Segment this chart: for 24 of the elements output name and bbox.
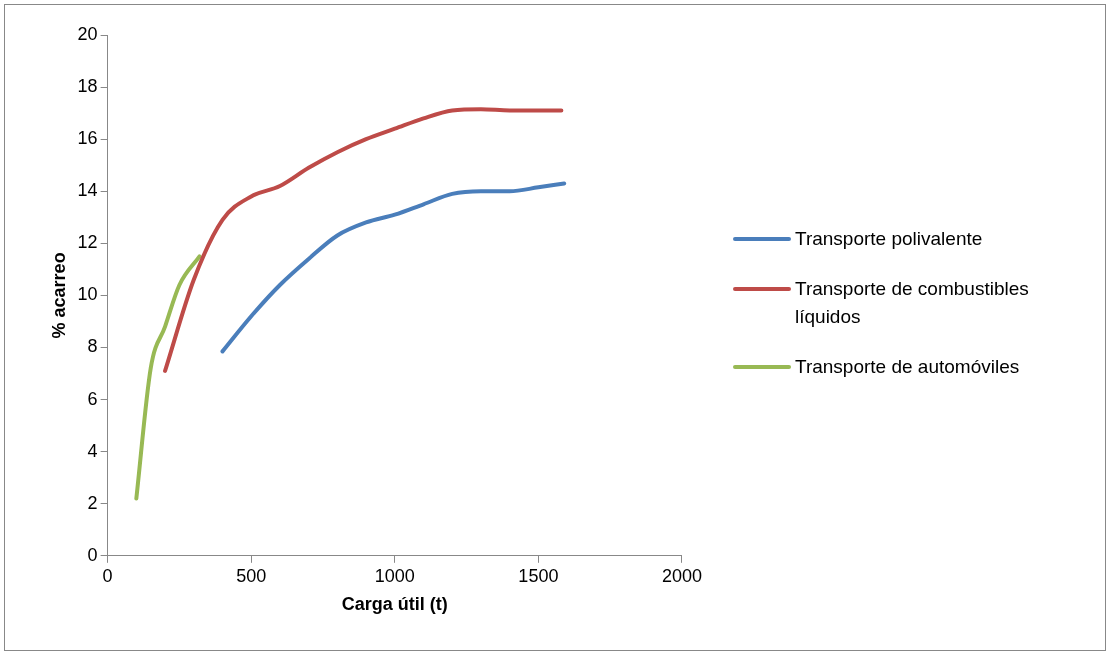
x-tick-label: 0 [102,565,113,586]
y-tick-label: 14 [77,180,98,201]
line-series [163,107,564,373]
x-tick-label: 1000 [374,565,415,586]
legend-label: Transporte de combustibles líquidos [795,277,1030,329]
x-tick-label: 500 [236,565,267,586]
y-tick-label: 16 [77,128,98,149]
line-series [134,254,202,501]
y-axis-title: % acarreo [48,252,69,339]
y-tick-label: 12 [77,232,98,253]
x-tick-label: 2000 [661,565,702,586]
line-series [220,181,567,354]
y-tick-label: 18 [77,76,98,97]
legend-label: Transporte polivalente [795,227,984,251]
x-tick-label: 1500 [518,565,559,586]
y-tick-label: 8 [87,336,98,357]
y-tick-label: 2 [87,492,98,513]
x-axis-title: Carga útil (t) [341,594,448,615]
y-tick-label: 0 [87,544,98,565]
y-tick-label: 4 [87,440,98,461]
y-tick-label: 10 [77,284,98,305]
legend-label: Transporte de automóviles [795,355,1021,379]
y-tick-label: 6 [87,388,98,409]
y-tick-label: 20 [77,23,98,44]
